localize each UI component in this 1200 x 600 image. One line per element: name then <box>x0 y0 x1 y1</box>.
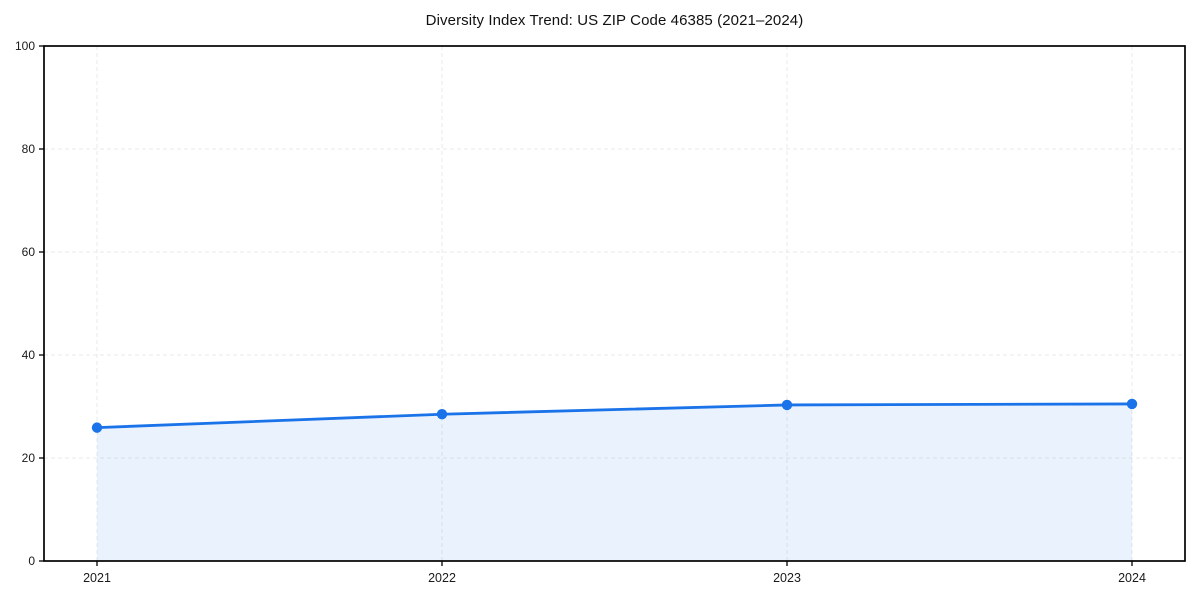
data-point <box>436 409 448 420</box>
y-tick-label: 80 <box>22 142 36 156</box>
area-fill <box>97 403 1132 561</box>
y-tick-label: 60 <box>22 245 36 259</box>
x-tick-label: 2024 <box>1118 571 1146 585</box>
y-tick-label: 0 <box>28 554 35 568</box>
trend-line <box>95 402 1134 430</box>
plot-border <box>43 45 1186 562</box>
y-tick-label: 40 <box>22 348 36 362</box>
x-tick-label: 2022 <box>428 571 456 585</box>
y-tick-label: 20 <box>22 451 36 465</box>
data-point <box>91 422 103 433</box>
y-tick-label: 100 <box>15 39 35 53</box>
data-point <box>781 399 793 411</box>
x-tick-label: 2021 <box>83 571 111 585</box>
data-point <box>1126 398 1138 410</box>
x-tick-label: 2023 <box>773 571 801 585</box>
chart-title: Diversity Index Trend: US ZIP Code 46385… <box>425 12 804 29</box>
